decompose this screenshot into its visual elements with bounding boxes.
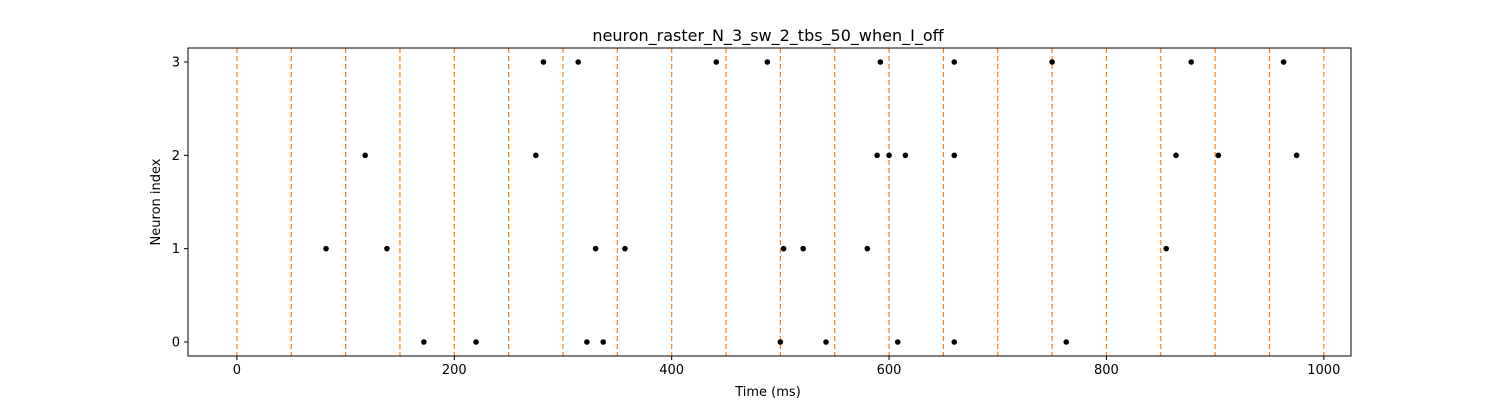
y-axis-label: Neuron index [149,158,164,245]
spike-point [1280,59,1287,65]
spike-point [823,339,829,345]
spike-point [902,152,909,159]
spike-point [592,245,599,252]
chart-title: neuron_raster_N_3_sw_2_tbs_50_when_I_off [592,26,944,46]
spike-point [323,245,329,252]
spike-point [877,59,884,65]
spike-point [1173,152,1179,159]
reference-lines [236,48,1325,356]
x-tick-label: 400 [659,363,684,378]
y-axis: 0 1 2 3 [172,56,188,351]
y-tick-label: 2 [172,149,180,164]
spike-point [584,339,590,345]
spike-point [533,152,539,159]
x-tick-label: 600 [877,363,902,378]
spike-point [1188,59,1195,65]
x-axis: 0 200 400 600 800 1000 [233,356,1340,378]
x-tick-label: 0 [233,363,241,378]
spike-point [540,59,547,65]
spike-point [622,245,628,252]
spike-point [951,339,958,345]
spike-point [421,339,427,345]
spike-point [780,245,787,252]
spike-point [1215,152,1222,159]
spike-point [384,245,390,252]
spike-point [362,152,368,159]
x-tick-label: 800 [1094,363,1119,378]
spike-point [874,152,880,159]
spike-point [575,59,582,65]
spike-point [1163,245,1170,252]
x-tick-label: 200 [442,363,467,378]
x-tick-label: 1000 [1307,363,1340,378]
spike-point [886,152,892,159]
spike-point [1063,339,1070,345]
spike-point [951,59,958,65]
y-tick-label: 3 [172,56,180,71]
spike-point [1293,152,1300,159]
y-tick-label: 1 [172,242,180,257]
spike-point [864,245,871,252]
spike-point [1049,59,1055,65]
spike-point [777,339,784,345]
spike-point [951,152,958,159]
spike-point [800,245,806,252]
y-tick-label: 0 [172,336,180,351]
spike-point [764,59,771,65]
spike-point [713,59,720,65]
x-axis-label: Time (ms) [734,385,801,400]
spike-point [473,339,479,345]
spike-point [894,339,901,345]
spike-point [600,339,607,345]
plot-frame [187,47,1352,357]
spike-markers [323,59,1300,345]
